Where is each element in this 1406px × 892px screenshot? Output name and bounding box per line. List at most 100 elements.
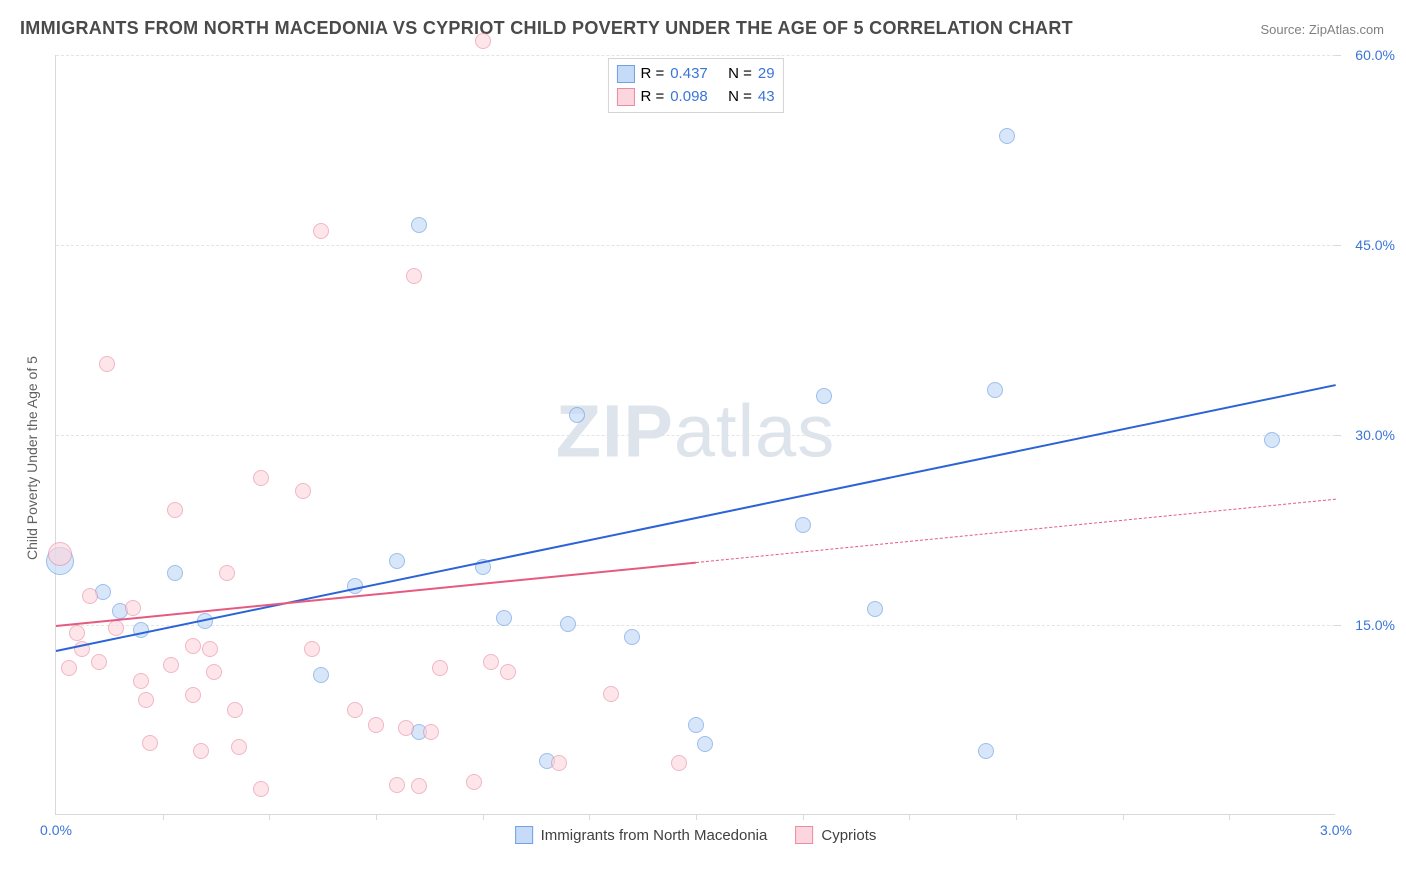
data-point <box>108 620 124 636</box>
data-point <box>432 660 448 676</box>
data-point <box>202 641 218 657</box>
data-point <box>142 735 158 751</box>
data-point <box>389 553 405 569</box>
data-point <box>551 755 567 771</box>
data-point <box>999 128 1015 144</box>
data-point <box>133 673 149 689</box>
x-tick-mark <box>163 814 164 820</box>
data-point <box>253 781 269 797</box>
data-point <box>185 638 201 654</box>
legend-row-1: R = 0.437 N = 29 <box>616 63 774 86</box>
data-point <box>978 743 994 759</box>
watermark: ZIPatlas <box>556 388 835 473</box>
data-point <box>688 717 704 733</box>
data-point <box>313 223 329 239</box>
data-point <box>624 629 640 645</box>
data-point <box>206 664 222 680</box>
y-axis-label: Child Poverty Under the Age of 5 <box>24 356 40 560</box>
chart-source: Source: ZipAtlas.com <box>1260 22 1384 37</box>
data-point <box>1264 432 1280 448</box>
legend-r-label: R = <box>640 86 664 109</box>
x-tick-mark <box>909 814 910 820</box>
data-point <box>313 667 329 683</box>
legend-n-value-2: 43 <box>758 86 775 109</box>
legend-correlation: R = 0.437 N = 29 R = 0.098 N = 43 <box>607 58 783 113</box>
legend-n-value-1: 29 <box>758 63 775 86</box>
data-point <box>795 517 811 533</box>
legend-label-1: Immigrants from North Macedonia <box>541 827 768 844</box>
legend-r-value-1: 0.437 <box>670 63 708 86</box>
data-point <box>138 692 154 708</box>
grid-line <box>56 55 1335 56</box>
legend-swatch-2 <box>616 88 634 106</box>
data-point <box>671 755 687 771</box>
data-point <box>423 724 439 740</box>
legend-item-1: Immigrants from North Macedonia <box>515 826 768 844</box>
x-tick-mark <box>1123 814 1124 820</box>
watermark-light: atlas <box>674 389 835 472</box>
x-tick-mark <box>1016 814 1017 820</box>
data-point <box>368 717 384 733</box>
y-tick-mark <box>1335 245 1341 246</box>
data-point <box>82 588 98 604</box>
data-point <box>295 483 311 499</box>
x-tick-label: 3.0% <box>1320 822 1352 838</box>
legend-r-label: R = <box>640 63 664 86</box>
data-point <box>347 702 363 718</box>
y-tick-mark <box>1335 435 1341 436</box>
legend-n-label: N = <box>728 86 752 109</box>
legend-n-label: N = <box>728 63 752 86</box>
data-point <box>219 565 235 581</box>
data-point <box>500 664 516 680</box>
data-point <box>411 217 427 233</box>
chart-title: IMMIGRANTS FROM NORTH MACEDONIA VS CYPRI… <box>20 18 1073 39</box>
data-point <box>697 736 713 752</box>
plot-area: ZIPatlas 15.0% 30.0% 45.0% 60.0% 0.0%3.0… <box>55 55 1335 815</box>
legend-swatch-1 <box>616 65 634 83</box>
grid-line <box>56 435 1335 436</box>
data-point <box>987 382 1003 398</box>
data-point <box>48 542 72 566</box>
data-point <box>163 657 179 673</box>
data-point <box>185 687 201 703</box>
data-point <box>125 600 141 616</box>
legend-row-2: R = 0.098 N = 43 <box>616 86 774 109</box>
trend-line <box>56 562 696 627</box>
data-point <box>411 778 427 794</box>
data-point <box>406 268 422 284</box>
legend-swatch-series-2 <box>795 826 813 844</box>
data-point <box>398 720 414 736</box>
data-point <box>69 625 85 641</box>
y-tick-mark <box>1335 55 1341 56</box>
data-point <box>483 654 499 670</box>
watermark-bold: ZIP <box>556 389 674 472</box>
x-tick-mark <box>376 814 377 820</box>
legend-label-2: Cypriots <box>821 827 876 844</box>
y-tick-label: 15.0% <box>1355 617 1395 633</box>
y-tick-label: 60.0% <box>1355 47 1395 63</box>
x-tick-mark <box>269 814 270 820</box>
data-point <box>167 502 183 518</box>
grid-line <box>56 245 1335 246</box>
data-point <box>603 686 619 702</box>
data-point <box>867 601 883 617</box>
data-point <box>389 777 405 793</box>
legend-item-2: Cypriots <box>795 826 876 844</box>
data-point <box>569 407 585 423</box>
data-point <box>91 654 107 670</box>
data-point <box>167 565 183 581</box>
y-tick-label: 30.0% <box>1355 427 1395 443</box>
trend-line <box>696 498 1336 562</box>
x-tick-mark <box>589 814 590 820</box>
data-point <box>227 702 243 718</box>
data-point <box>193 743 209 759</box>
data-point <box>61 660 77 676</box>
data-point <box>496 610 512 626</box>
y-tick-mark <box>1335 625 1341 626</box>
legend-swatch-series-1 <box>515 826 533 844</box>
x-tick-label: 0.0% <box>40 822 72 838</box>
x-tick-mark <box>803 814 804 820</box>
grid-line <box>56 625 1335 626</box>
data-point <box>231 739 247 755</box>
legend-r-value-2: 0.098 <box>670 86 708 109</box>
